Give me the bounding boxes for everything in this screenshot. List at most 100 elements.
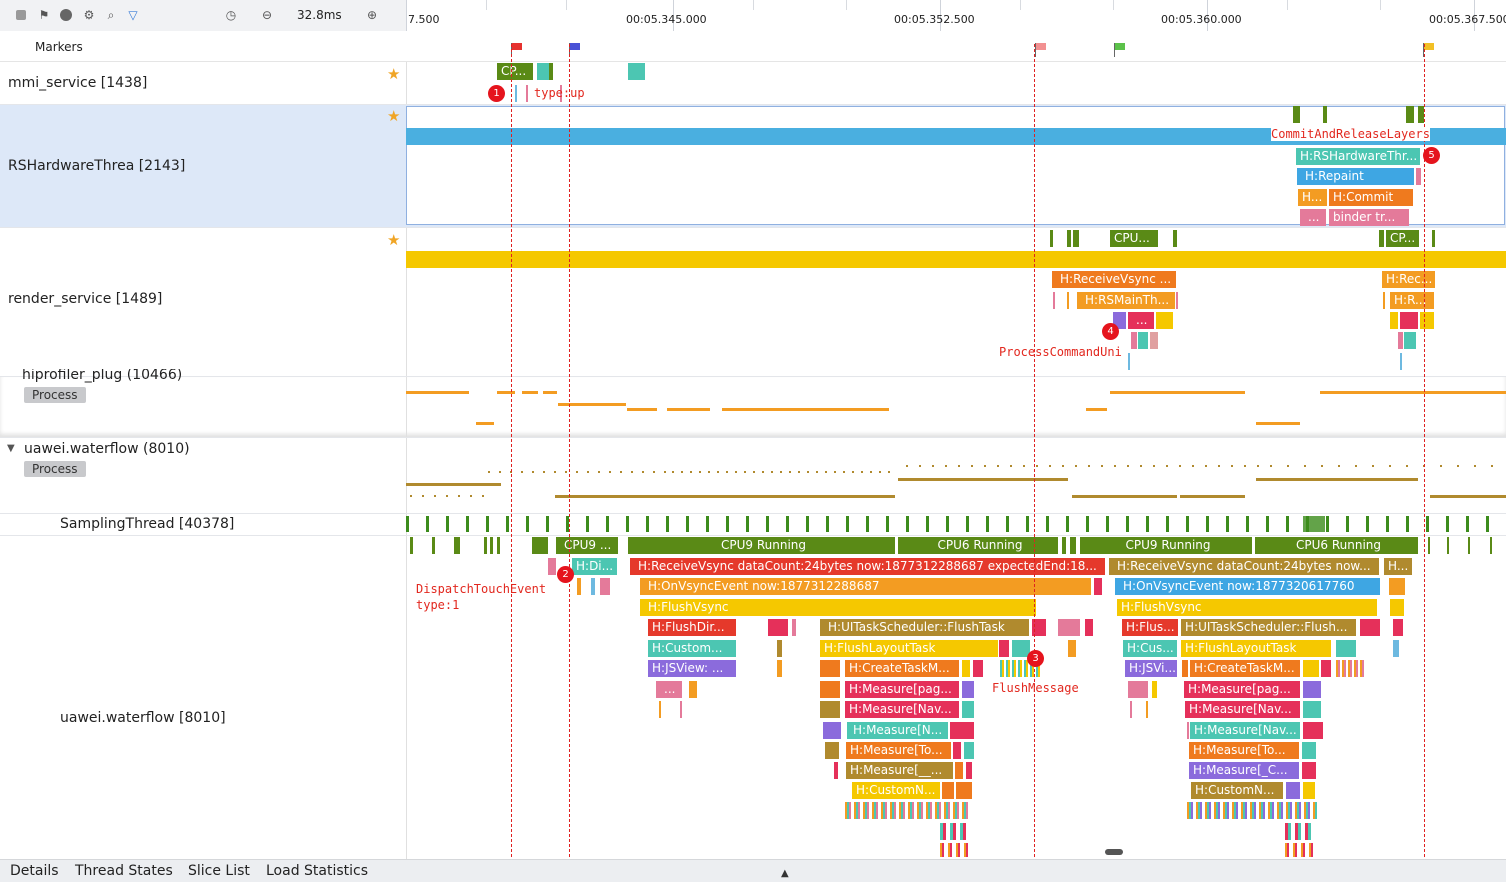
slice[interactable]: H:UITaskScheduler::Flush... <box>1181 619 1356 636</box>
slice[interactable]: H:Cus... <box>1123 640 1177 657</box>
slice[interactable]: H:UITaskScheduler::FlushTask <box>820 619 1029 636</box>
slice[interactable]: H:Di... <box>572 558 617 575</box>
slice[interactable] <box>1053 292 1055 309</box>
clock-icon[interactable]: ◷ <box>225 8 237 22</box>
slice[interactable] <box>1150 332 1158 349</box>
markers-row[interactable]: Markers <box>0 31 1506 62</box>
slice[interactable]: H:Measure[_C... <box>1189 762 1299 779</box>
cpu-slice[interactable]: CP... <box>1386 230 1419 247</box>
marker-flag[interactable] <box>1114 43 1125 57</box>
slice[interactable] <box>526 85 528 102</box>
info-icon[interactable] <box>58 7 74 23</box>
slice[interactable]: H:Measure[pag... <box>845 681 959 698</box>
lane-waterflow-thread[interactable]: uawei.waterflow [8010] CPU9 ... CPU9 Run… <box>0 536 1506 859</box>
flag-icon[interactable]: ⚑ <box>38 8 50 22</box>
slice[interactable]: H:Measure[Nav... <box>1185 701 1300 718</box>
slice[interactable]: H:R... <box>1390 292 1434 309</box>
slice[interactable]: H:Measure[N... <box>847 722 948 739</box>
slice[interactable] <box>1432 230 1435 247</box>
lane-mmi-service[interactable]: mmi_service [1438] ★ CP... <box>0 62 1506 105</box>
cpu-slice[interactable]: CPU6 Running <box>898 537 1058 554</box>
slice[interactable] <box>1128 353 1130 370</box>
slice[interactable] <box>1390 312 1398 329</box>
sampling-slices[interactable] <box>406 516 1506 532</box>
slice[interactable]: H:Measure[Nav... <box>1190 722 1300 739</box>
slice[interactable] <box>1173 230 1177 247</box>
slice[interactable] <box>1293 106 1300 123</box>
slice[interactable]: ... <box>1128 312 1154 329</box>
slice[interactable]: H:CreateTaskM... <box>845 660 959 677</box>
slice[interactable]: H:JSVi... <box>1125 660 1177 677</box>
collapse-handle-icon[interactable]: ▲ <box>781 868 789 879</box>
lane-rs-hardware[interactable]: RSHardwareThrea [2143] ★ H:RSHardwareThr… <box>0 105 1506 228</box>
scroll-handle[interactable] <box>1105 849 1123 855</box>
cpu-slice[interactable]: CP... <box>497 63 533 80</box>
search-icon[interactable]: ⌕ <box>107 7 115 22</box>
slice[interactable] <box>1156 312 1173 329</box>
slice[interactable] <box>1050 230 1053 247</box>
tab-load-statistics[interactable]: Load Statistics <box>266 863 369 879</box>
slice[interactable] <box>1416 168 1421 185</box>
slice[interactable]: ... <box>656 681 682 698</box>
slice[interactable]: H:ReceiveVsync dataCount:24bytes now:187… <box>630 558 1105 575</box>
slice[interactable] <box>628 63 645 80</box>
slice[interactable]: H:OnVsyncEvent now:1877312288687 <box>640 578 1091 595</box>
funnel-icon[interactable]: ▽ <box>128 8 138 22</box>
slice[interactable] <box>1379 230 1384 247</box>
slice[interactable]: H:Measure[__... <box>846 762 953 779</box>
slice[interactable]: H:JSView: ... <box>648 660 736 677</box>
slice[interactable]: H:FlushLayoutTask <box>820 640 998 657</box>
cpu-slice[interactable]: CPU6 Running <box>1255 537 1418 554</box>
slice[interactable]: H:Commit <box>1329 189 1413 206</box>
slice[interactable] <box>549 63 553 80</box>
lane-render-service[interactable]: render_service [1489] ★ CPU... CP... H:R… <box>0 228 1506 377</box>
star-icon[interactable]: ★ <box>387 231 401 249</box>
slice[interactable] <box>560 85 562 102</box>
slice[interactable]: H:Measure[To... <box>846 742 951 759</box>
lane-hiprofiler[interactable]: hiprofiler_plug (10466) Process <box>0 369 1506 438</box>
slice[interactable]: H:Measure[pag... <box>1184 681 1300 698</box>
cpu-slice[interactable]: CPU9 ... <box>556 537 618 554</box>
slice[interactable] <box>1067 292 1069 309</box>
slice[interactable]: H:ReceiveVsync ... <box>1052 271 1176 288</box>
cpu-slice[interactable]: CPU... <box>1110 230 1158 247</box>
expand-icon[interactable]: ▼ <box>7 443 15 454</box>
slice[interactable]: H:Measure[To... <box>1189 742 1299 759</box>
slice[interactable]: H:RSMainTh... <box>1077 292 1175 309</box>
cpu-slice[interactable]: CPU9 Running <box>1080 537 1252 554</box>
tab-details[interactable]: Details <box>10 863 59 879</box>
zoom-in-icon[interactable]: ⊕ <box>366 8 378 22</box>
lane-waterflow-process[interactable]: ▼ uawei.waterflow (8010) Process <box>0 438 1506 514</box>
slice[interactable]: H:ReceiveVsync dataCount:24bytes now... <box>1109 558 1379 575</box>
slice[interactable]: H:Measure[Nav... <box>845 701 959 718</box>
slice[interactable] <box>515 85 517 102</box>
slice[interactable] <box>1067 230 1071 247</box>
filter-graph-icon[interactable]: ⚙ <box>83 8 95 22</box>
slice[interactable]: H:Custom... <box>648 640 736 657</box>
slice[interactable] <box>1400 353 1402 370</box>
slice[interactable]: ... <box>1300 209 1326 226</box>
slice[interactable]: H:OnVsyncEvent now:1877320617760 <box>1115 578 1380 595</box>
slice[interactable] <box>1404 332 1416 349</box>
slice[interactable] <box>1418 106 1424 123</box>
slice[interactable]: H:Flus... <box>1122 619 1178 636</box>
zoom-out-icon[interactable]: ⊖ <box>261 8 273 22</box>
slice[interactable]: H:FlushLayoutTask <box>1181 640 1331 657</box>
blue-track[interactable] <box>406 128 1506 145</box>
slice[interactable]: H:CustomN... <box>852 782 940 799</box>
yellow-track[interactable] <box>406 251 1506 268</box>
slice[interactable] <box>1176 292 1178 309</box>
slice[interactable] <box>537 63 549 80</box>
lane-sampling-thread[interactable]: SamplingThread [40378] <box>0 514 1506 536</box>
slice[interactable]: H:FlushVsync <box>1117 599 1377 616</box>
slice[interactable]: H:FlushVsync <box>640 599 1036 616</box>
slice[interactable] <box>1383 292 1385 309</box>
slice[interactable] <box>1406 106 1414 123</box>
slice[interactable] <box>1323 106 1327 123</box>
star-icon[interactable]: ★ <box>387 65 401 83</box>
slice[interactable] <box>1420 312 1434 329</box>
slice[interactable]: H... <box>1298 189 1327 206</box>
marker-flag[interactable] <box>1035 43 1046 57</box>
tab-slice-list[interactable]: Slice List <box>188 863 250 879</box>
slice[interactable] <box>1131 332 1137 349</box>
